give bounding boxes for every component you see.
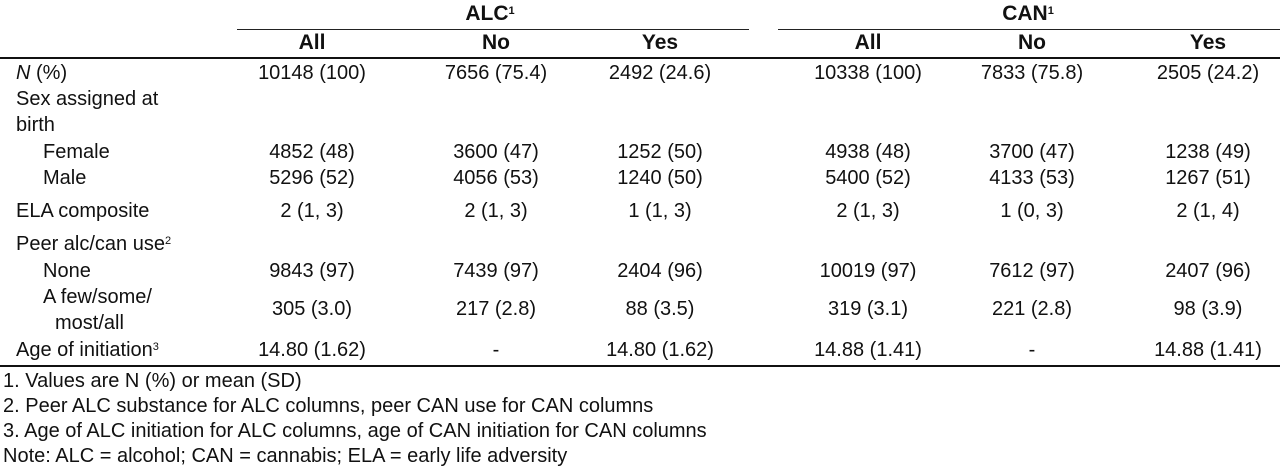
cell: 3600 (47) bbox=[453, 141, 539, 163]
cell: 1252 (50) bbox=[617, 141, 703, 163]
cell: 2404 (96) bbox=[617, 260, 703, 282]
cell: 1267 (51) bbox=[1165, 167, 1251, 189]
row-label-afew-line2: most/all bbox=[55, 312, 124, 334]
cell: 88 (3.5) bbox=[625, 298, 695, 320]
cell: 221 (2.8) bbox=[991, 298, 1073, 320]
cell: 1 (1, 3) bbox=[628, 200, 692, 222]
can-group-header: CAN1 bbox=[968, 2, 1088, 26]
alc-group-underline bbox=[237, 29, 749, 30]
cell: 4938 (48) bbox=[825, 141, 911, 163]
row-label-n-rest: (%) bbox=[30, 62, 68, 84]
can-header-label: CAN bbox=[1002, 2, 1048, 25]
row-label-peer-note: 2 bbox=[164, 235, 172, 247]
cell: 14.80 (1.62) bbox=[258, 339, 366, 361]
cell: 305 (3.0) bbox=[271, 298, 353, 320]
cell: 1240 (50) bbox=[617, 167, 703, 189]
cell: 319 (3.1) bbox=[827, 298, 909, 320]
cell: 2505 (24.2) bbox=[1156, 62, 1260, 84]
cell: 2 (1, 3) bbox=[836, 200, 900, 222]
row-label-sex-line1: Sex assigned at bbox=[16, 88, 159, 110]
row-label-peer-text: Peer alc/can use bbox=[16, 233, 165, 255]
row-label-age: Age of initiation3 bbox=[16, 338, 159, 362]
footnote-note: Note: ALC = alcohol; CAN = cannabis; ELA… bbox=[3, 445, 568, 467]
row-label-afew-line1: A few/some/ bbox=[43, 286, 152, 308]
row-label-n: N (%) bbox=[16, 61, 67, 85]
cell: 4056 (53) bbox=[453, 167, 539, 189]
cell: 2 (1, 3) bbox=[280, 200, 344, 222]
cell: 1238 (49) bbox=[1165, 141, 1251, 163]
col-header-can-yes: Yes bbox=[1189, 31, 1227, 54]
cell: 10148 (100) bbox=[258, 62, 366, 84]
col-header-alc-yes: Yes bbox=[641, 31, 679, 54]
row-label-sex-line2: birth bbox=[16, 114, 55, 136]
cell: 14.80 (1.62) bbox=[606, 339, 714, 361]
footnote-1: 1. Values are N (%) or mean (SD) bbox=[3, 370, 302, 392]
footnote-3: 3. Age of ALC initiation for ALC columns… bbox=[3, 420, 707, 442]
cell: 14.88 (1.41) bbox=[1154, 339, 1262, 361]
row-label-none: None bbox=[43, 260, 91, 282]
row-label-age-text: Age of initiation bbox=[16, 339, 153, 361]
cell: 1 (0, 3) bbox=[1000, 200, 1064, 222]
cell: 7439 (97) bbox=[453, 260, 539, 282]
cell: - bbox=[492, 339, 500, 361]
cell: 7612 (97) bbox=[989, 260, 1075, 282]
cell: 9843 (97) bbox=[269, 260, 355, 282]
row-label-female: Female bbox=[43, 141, 110, 163]
cell: 5296 (52) bbox=[269, 167, 355, 189]
col-header-alc-no: No bbox=[482, 31, 510, 54]
cell: 7833 (75.8) bbox=[980, 62, 1084, 84]
cell: 14.88 (1.41) bbox=[814, 339, 922, 361]
alc-header-note: 1 bbox=[508, 5, 515, 17]
can-header-note: 1 bbox=[1047, 5, 1054, 17]
cell: 98 (3.9) bbox=[1173, 298, 1243, 320]
alc-group-header: ALC1 bbox=[430, 2, 550, 26]
cell: 5400 (52) bbox=[825, 167, 911, 189]
row-label-age-note: 3 bbox=[152, 341, 159, 353]
col-header-can-all: All bbox=[854, 31, 882, 54]
row-label-male: Male bbox=[43, 167, 87, 189]
cell: 4852 (48) bbox=[269, 141, 355, 163]
cell: 2 (1, 3) bbox=[464, 200, 528, 222]
col-header-alc-all: All bbox=[298, 31, 326, 54]
cell: 7656 (75.4) bbox=[444, 62, 548, 84]
row-label-n-italic: N bbox=[16, 62, 31, 84]
cell: 3700 (47) bbox=[989, 141, 1075, 163]
can-group-underline bbox=[778, 29, 1280, 30]
row-label-ela: ELA composite bbox=[16, 200, 150, 222]
cell: 217 (2.8) bbox=[455, 298, 537, 320]
row-label-peer: Peer alc/can use2 bbox=[16, 232, 171, 256]
table-bottom-rule bbox=[0, 365, 1280, 367]
cell: 4133 (53) bbox=[989, 167, 1075, 189]
cell: 10019 (97) bbox=[819, 260, 917, 282]
cell: 2407 (96) bbox=[1165, 260, 1251, 282]
alc-header-label: ALC bbox=[465, 2, 509, 25]
cell: 2 (1, 4) bbox=[1176, 200, 1240, 222]
cell: 10338 (100) bbox=[814, 62, 922, 84]
header-bottom-rule bbox=[0, 57, 1280, 59]
cell: 2492 (24.6) bbox=[608, 62, 712, 84]
col-header-can-no: No bbox=[1018, 31, 1046, 54]
footnote-2: 2. Peer ALC substance for ALC columns, p… bbox=[3, 395, 654, 417]
cell: - bbox=[1028, 339, 1036, 361]
